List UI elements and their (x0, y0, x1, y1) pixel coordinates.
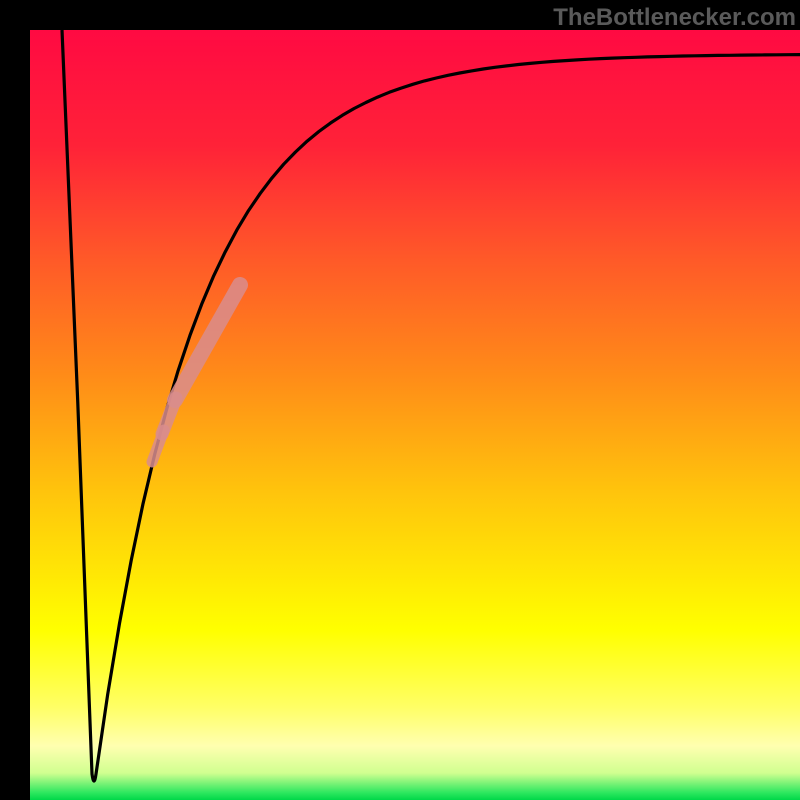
watermark-text: TheBottlenecker.com (553, 4, 796, 32)
chart-svg (30, 30, 800, 800)
highlight-segment (152, 285, 240, 462)
